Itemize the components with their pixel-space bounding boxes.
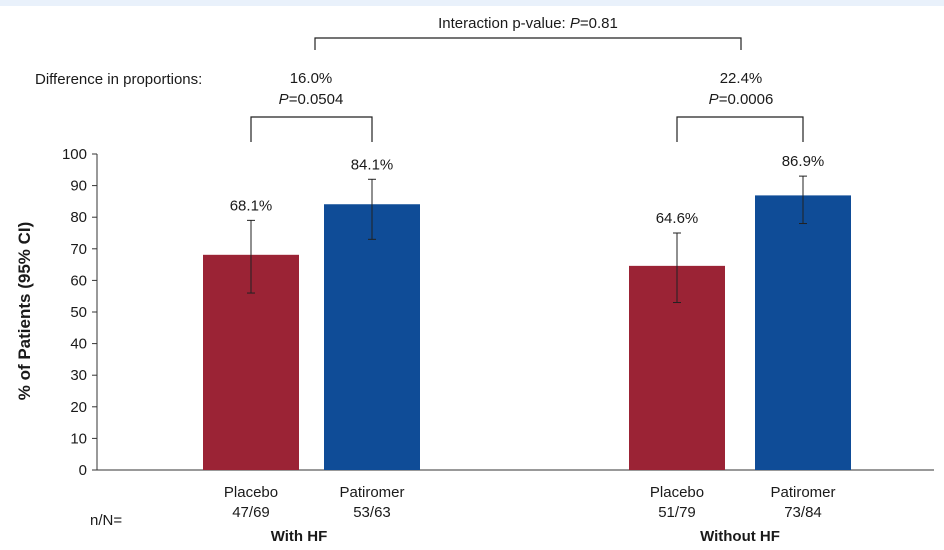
y-tick-label: 60: [70, 272, 87, 289]
bars: [203, 37, 851, 470]
p-value: =0.0504: [289, 91, 344, 108]
category-label: Patiromer: [339, 484, 404, 501]
interaction-p-symbol: P: [570, 15, 580, 32]
y-tick-label: 0: [79, 462, 87, 479]
category-label: Placebo: [650, 484, 704, 501]
top-strip: [0, 0, 944, 6]
comparison-bracket: [250, 116, 373, 142]
value-label: 86.9%: [782, 153, 825, 170]
p-symbol: P: [709, 91, 719, 108]
labels: 68.1% Placebo 47/69 84.1% Patiromer 53/63 With…: [224, 70, 836, 545]
interaction-text: Interaction p-value:: [438, 15, 570, 32]
y-tick-label: 10: [70, 430, 87, 447]
n-value: 51/79: [658, 504, 696, 521]
y-tick-label: 90: [70, 178, 87, 195]
category-label: Patiromer: [770, 484, 835, 501]
n-value: 53/63: [353, 504, 391, 521]
y-tick-label: 100: [62, 146, 87, 163]
value-label: 64.6%: [656, 210, 699, 227]
n-value: 73/84: [784, 504, 822, 521]
difference-label: Difference in proportions:: [35, 71, 202, 88]
p-value-label: P=0.0006: [709, 91, 774, 108]
value-label: 68.1%: [230, 197, 273, 214]
p-value-label: P=0.0504: [279, 91, 344, 108]
interaction-label: Interaction p-value: P=0.81: [438, 15, 618, 32]
interaction-p-value: =0.81: [580, 15, 618, 32]
y-axis-title: % of Patients (95% CI): [15, 222, 34, 401]
comparison-bracket: [676, 116, 804, 142]
y-tick-label: 80: [70, 209, 87, 226]
group-label: With HF: [271, 528, 328, 545]
n-value: 47/69: [232, 504, 270, 521]
bar-patiromer: [755, 195, 851, 470]
y-tick-label: 40: [70, 336, 87, 353]
interaction-bracket: [314, 37, 742, 50]
n-label: n/N=: [90, 512, 122, 529]
y-tick-label: 30: [70, 367, 87, 384]
y-tick-label: 70: [70, 241, 87, 258]
difference-value: 22.4%: [720, 70, 763, 87]
p-symbol: P: [279, 91, 289, 108]
value-label: 84.1%: [351, 156, 394, 173]
y-tick-label: 50: [70, 304, 87, 321]
y-tick-label: 20: [70, 399, 87, 416]
bar-patiromer: [324, 204, 420, 470]
group-label: Without HF: [700, 528, 780, 545]
difference-value: 16.0%: [290, 70, 333, 87]
p-value: =0.0006: [719, 91, 774, 108]
category-label: Placebo: [224, 484, 278, 501]
